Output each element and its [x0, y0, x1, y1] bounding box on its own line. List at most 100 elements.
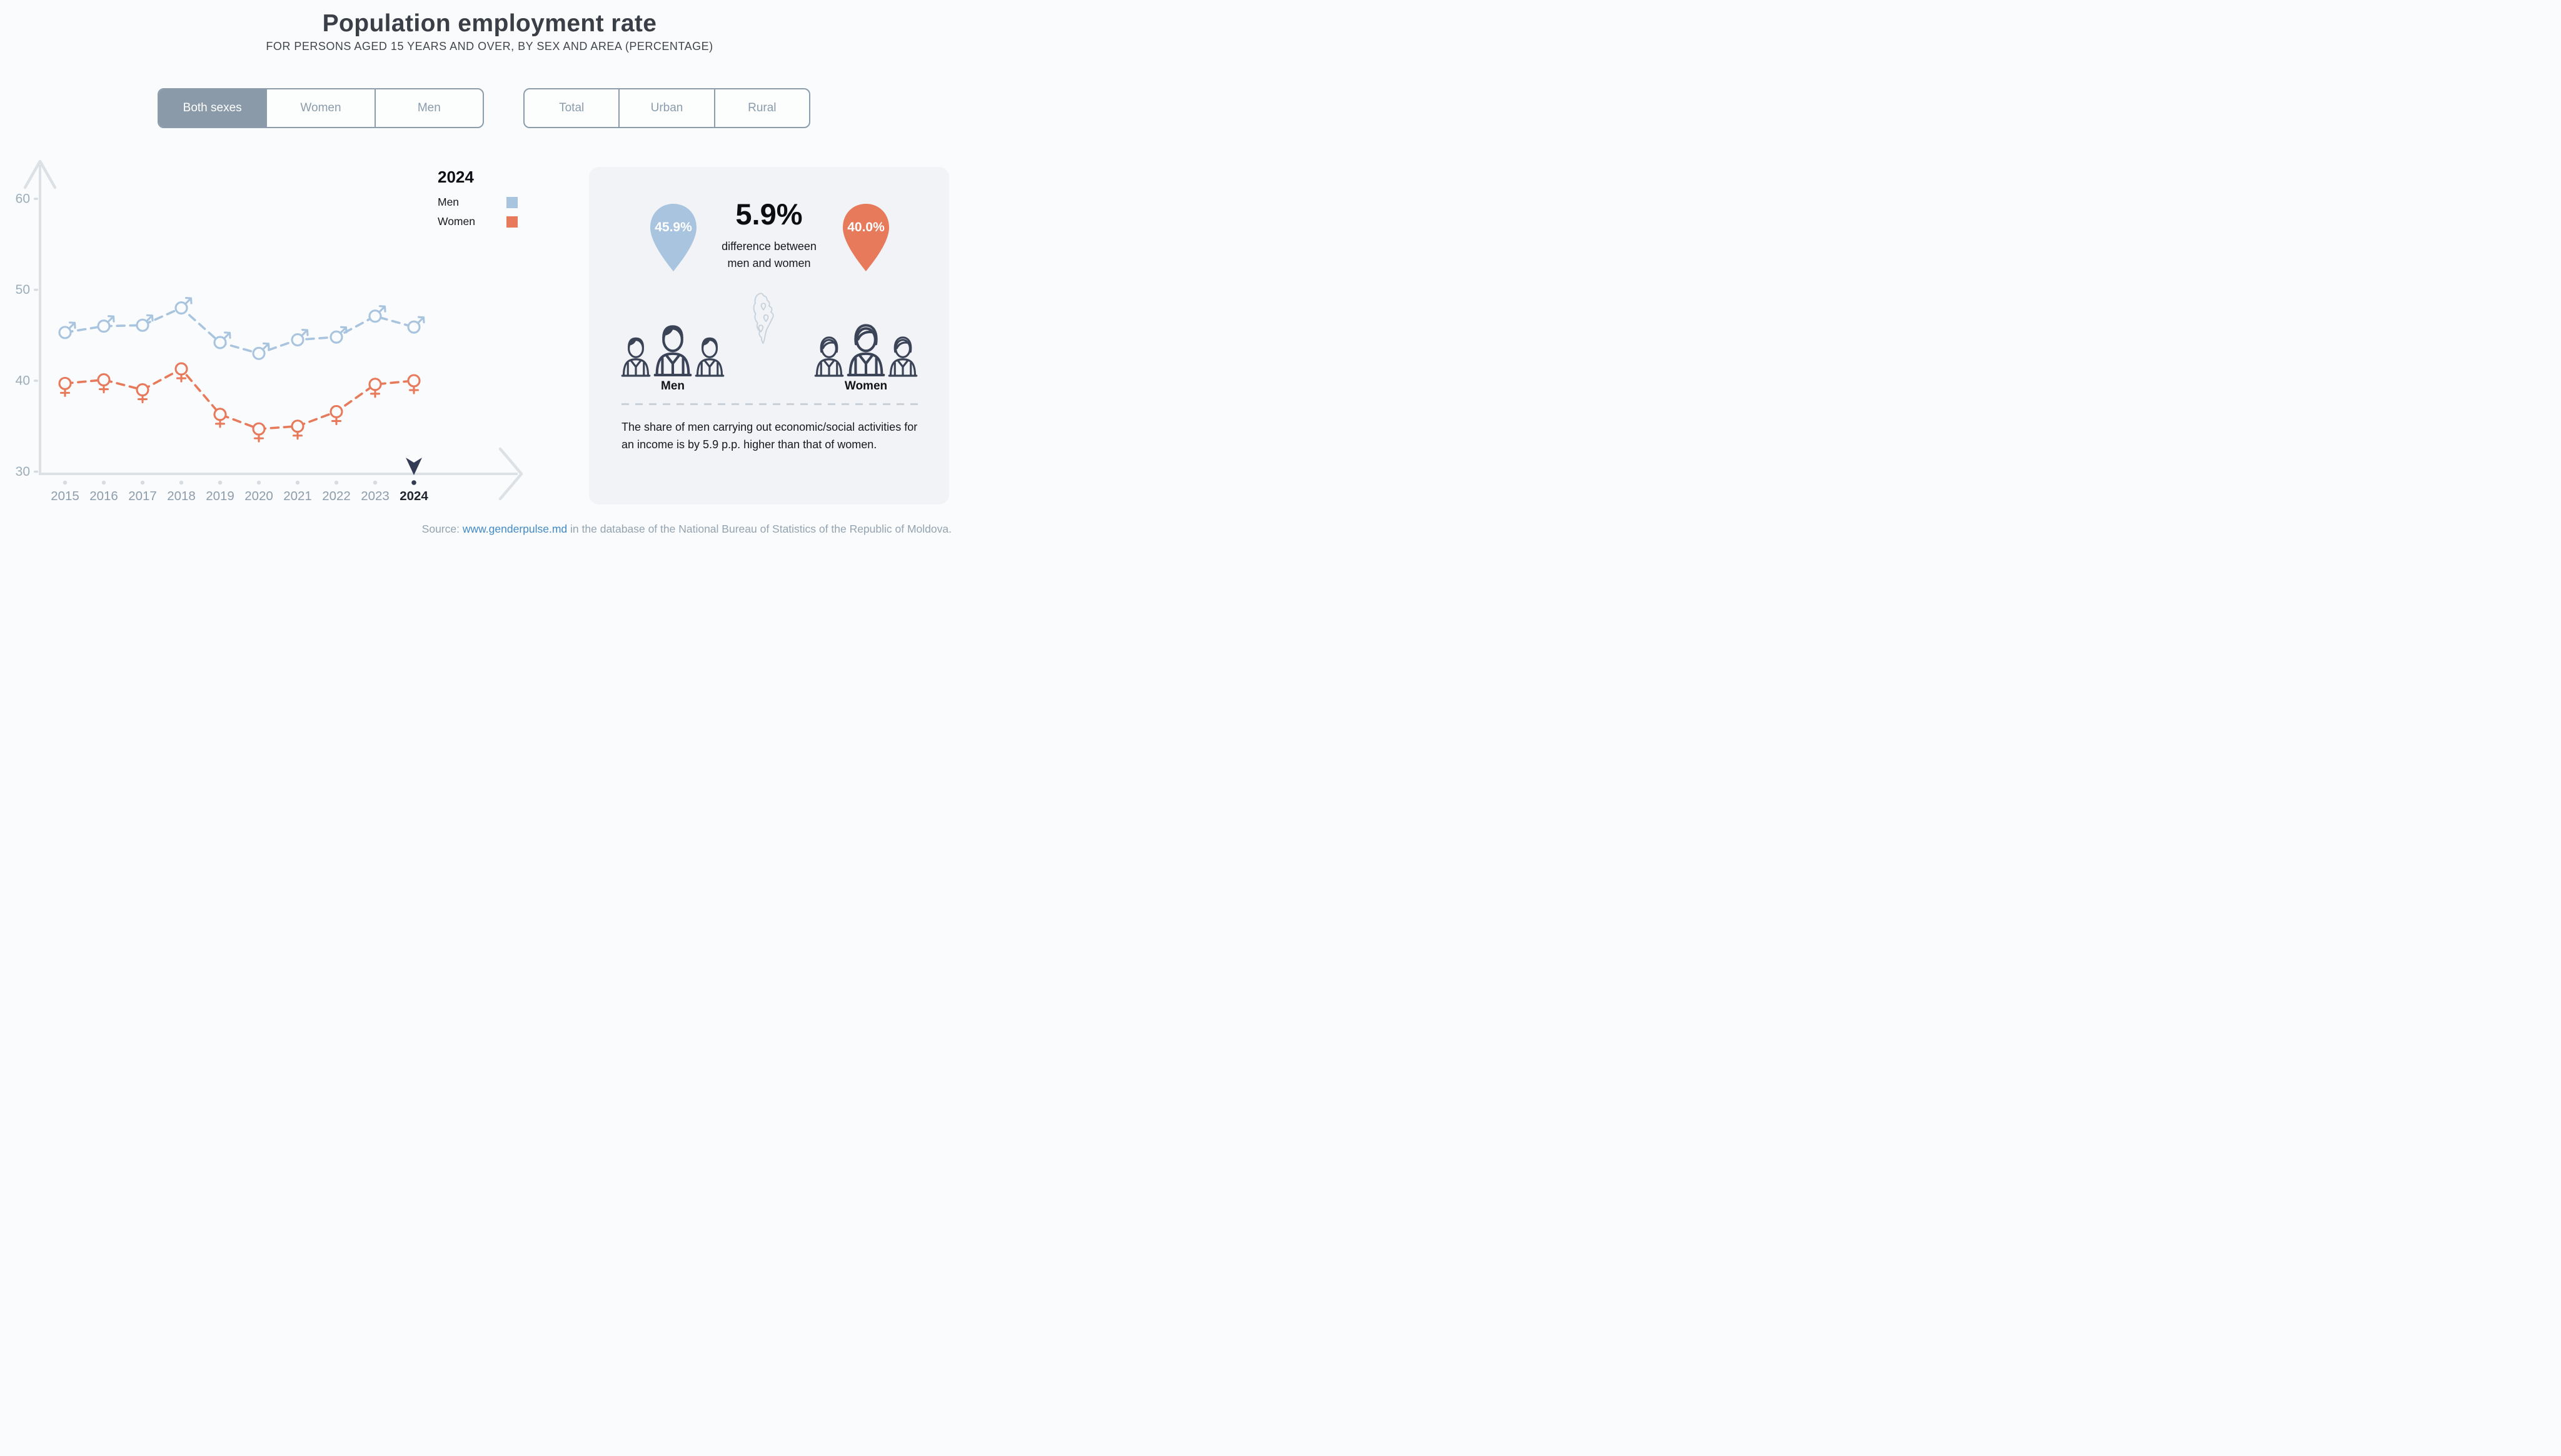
female-symbol-marker: [174, 362, 188, 383]
man-person-icon: [621, 337, 651, 377]
female-symbol-marker: [58, 376, 72, 397]
woman-person-icon: [847, 324, 885, 376]
y-axis-tick: [34, 379, 38, 382]
men-people-icons: [604, 308, 742, 378]
male-symbol-marker: [330, 326, 348, 344]
x-axis-arrow-icon: [498, 447, 523, 501]
legend-row-women: Women: [438, 215, 518, 228]
source-prefix: Source:: [421, 523, 463, 535]
y-axis-label: 50: [16, 283, 30, 297]
page-title: Population employment rate: [322, 10, 657, 37]
toggle-option-men[interactable]: Men: [417, 101, 441, 114]
male-symbol-marker: [291, 328, 309, 347]
female-symbol-marker: [291, 419, 304, 440]
x-axis-year-label: 2022: [322, 489, 351, 503]
current-year-dot: [411, 480, 416, 485]
y-axis-label: 60: [16, 192, 30, 206]
y-axis-tick: [34, 470, 38, 473]
x-axis-year-label: 2016: [89, 489, 118, 503]
legend-row-men: Men: [438, 196, 518, 209]
female-symbol-marker: [252, 422, 266, 443]
legend-swatch-icon: [506, 216, 518, 228]
year-dot: [101, 480, 106, 485]
man-person-icon: [653, 325, 692, 376]
pin-shape-orange: [843, 204, 889, 271]
y-axis-tick: [34, 198, 38, 200]
year-dot: [256, 480, 261, 485]
difference-caption-line1: difference between: [722, 240, 817, 253]
male-symbol-marker: [213, 331, 231, 349]
pin-shape-blue: [650, 204, 697, 271]
year-dot: [63, 480, 68, 485]
dashed-divider: [621, 403, 923, 405]
women-value-pin: 40.0%: [837, 200, 895, 273]
female-symbol-marker: [330, 404, 343, 426]
legend-rows: Men Women: [438, 196, 518, 228]
men-value-pin: 45.9%: [644, 200, 703, 273]
year-dot: [295, 480, 300, 485]
difference-caption: difference between men and women: [700, 238, 838, 272]
employment-line-chart: 30 40 50 60 2015 2016 2017 2018 2019 2020 2021 2022…: [16, 159, 523, 503]
year-dot: [179, 480, 184, 485]
moldova-map-outline: [753, 293, 774, 344]
legend-swatch-icon: [506, 196, 518, 208]
legend-year-title: 2024: [438, 168, 474, 186]
year-dot: [373, 480, 378, 485]
toggle-option-total[interactable]: Total: [525, 89, 620, 127]
female-symbol-marker: [213, 408, 227, 428]
x-axis-year-label: 2021: [283, 489, 312, 503]
toggle-option-women[interactable]: Women: [267, 89, 376, 127]
source-link[interactable]: www.genderpulse.md: [462, 523, 568, 535]
y-axis-tick: [34, 288, 38, 291]
x-axis-year-label: 2015: [51, 489, 79, 503]
y-axis-arrow-icon: [23, 159, 57, 189]
map-pin-icon: [760, 303, 767, 311]
female-symbol-marker: [136, 383, 149, 404]
y-axis-label: 40: [16, 374, 30, 388]
men-group-label: Men: [661, 379, 685, 393]
map-pin-icon: [758, 324, 764, 333]
women-pin-value: 40.0%: [847, 220, 885, 234]
legend-label: Men: [438, 196, 460, 208]
female-symbol-marker: [368, 378, 382, 398]
summary-panel: 45.9% 40.0% 5.9% difference between men …: [589, 167, 949, 505]
women-people-icons: [797, 308, 935, 378]
x-axis-year-label: 2019: [206, 489, 234, 503]
male-symbol-marker: [58, 321, 76, 339]
male-symbol-marker: [174, 297, 193, 315]
panel-description: The share of men carrying out economic/s…: [621, 421, 918, 451]
men-series-line: [64, 306, 415, 355]
current-year-cursor-icon: [406, 458, 422, 475]
source-suffix: in the database of the National Bureau o…: [567, 523, 952, 535]
men-pin-value: 45.9%: [655, 220, 692, 234]
difference-caption-line2: men and women: [727, 257, 811, 269]
map-border-path: [753, 293, 774, 344]
female-symbol-marker: [407, 374, 421, 394]
area-toggle-group: Total Urban Rural: [523, 88, 810, 128]
toggle-option-rural[interactable]: Rural: [748, 101, 777, 114]
woman-person-icon: [814, 336, 844, 377]
toggle-option-urban[interactable]: Urban: [620, 89, 715, 127]
sex-toggle-group: Both sexes Women Men: [158, 88, 484, 128]
chart-legend: 2024 Men Women: [438, 168, 518, 234]
difference-block: 5.9% difference between men and women: [700, 197, 838, 272]
male-symbol-marker: [97, 315, 115, 333]
women-series-line: [64, 367, 415, 430]
x-axis-year-label: 2017: [128, 489, 157, 503]
x-axis-year-label: 2020: [244, 489, 273, 503]
x-axis-year-label: 2023: [361, 489, 390, 503]
man-person-icon: [695, 337, 725, 377]
x-axis-year-label: 2024: [400, 489, 428, 503]
female-symbol-marker: [97, 373, 111, 394]
page-subtitle: FOR PERSONS AGED 15 YEARS AND OVER, BY S…: [266, 40, 713, 53]
source-line: Source: www.genderpulse.md in the databa…: [422, 523, 952, 536]
male-symbol-marker: [252, 342, 270, 360]
year-dot: [140, 480, 145, 485]
male-symbol-marker: [407, 316, 425, 334]
year-dot: [334, 480, 339, 485]
year-dot: [218, 480, 223, 485]
male-symbol-marker: [368, 305, 386, 323]
toggle-option-both-sexes[interactable]: Both sexes: [159, 89, 268, 127]
map-pin-icon: [763, 314, 769, 323]
women-group-label: Women: [844, 379, 888, 393]
